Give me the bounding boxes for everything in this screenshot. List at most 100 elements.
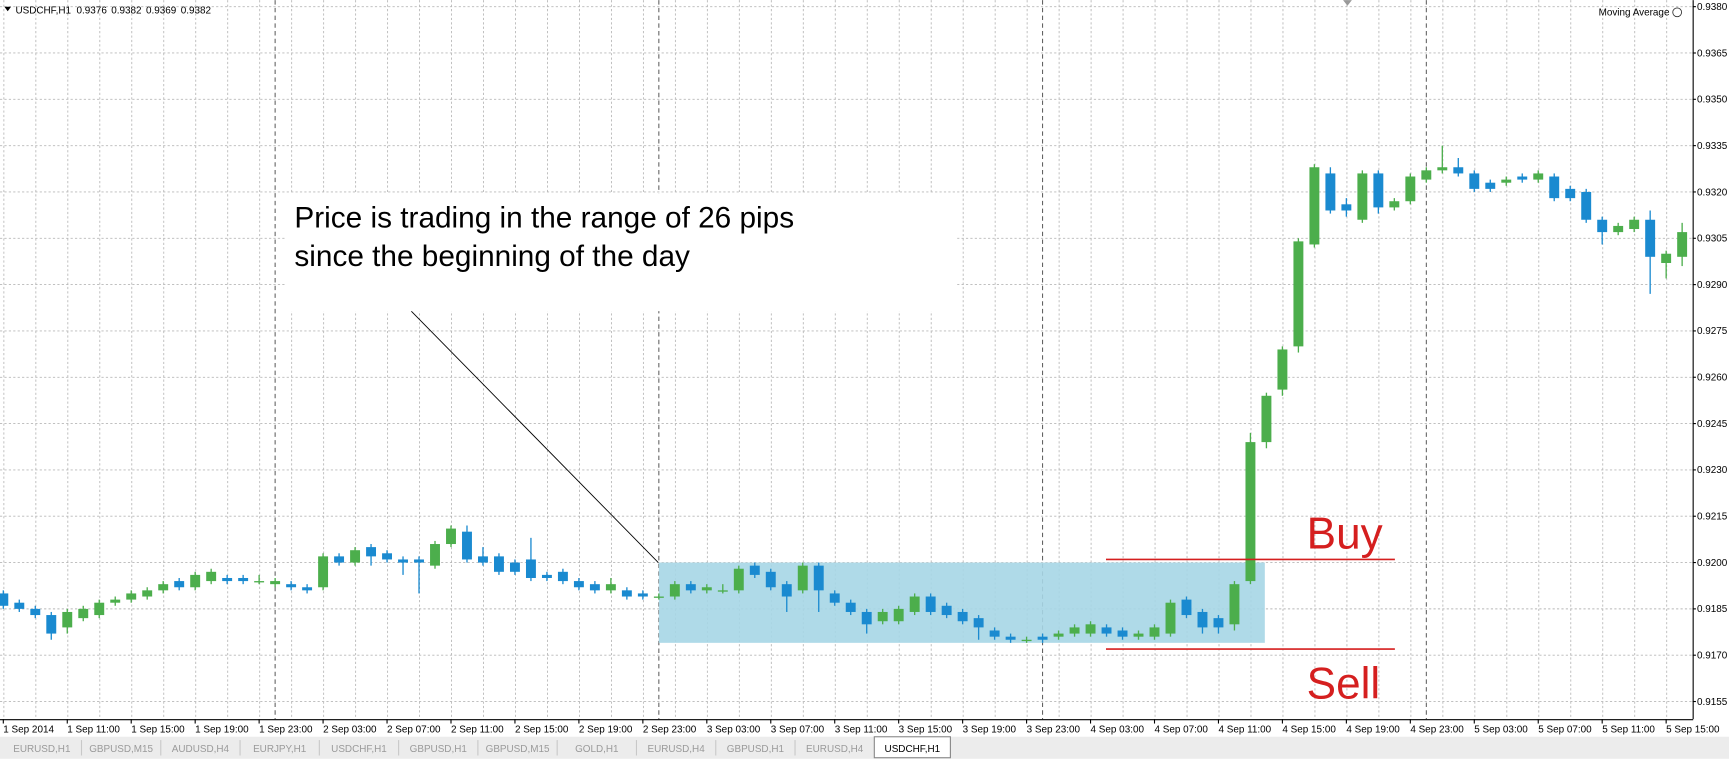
candle-body [573,581,584,588]
candle-body [1373,173,1384,208]
menu-arrow[interactable] [4,6,12,12]
tab[interactable]: USDCHF,H1 [873,736,951,759]
candle-body [1069,627,1080,634]
x-tick-label: 5 Sep 11:00 [1602,724,1655,735]
tab-label[interactable]: USDCHF,H1 [885,744,941,755]
candle-body [1133,633,1144,637]
tab[interactable]: USDCHF,H1 [318,740,387,756]
candle-body [1341,204,1352,211]
y-tick-label: 0.9230 [1697,465,1728,476]
candle-body [1245,442,1256,582]
x-tick-label: 2 Sep 23:00 [643,724,697,735]
tab[interactable]: EURUSD,H4 [794,740,864,756]
x-tick-label: 4 Sep 15:00 [1282,724,1336,735]
candle-body [174,581,185,588]
candle-body [318,556,329,588]
tab-label[interactable]: GBPUSD,H1 [410,744,468,755]
candle-body [302,587,313,591]
candle-body [1501,179,1512,183]
tab-bar [0,736,1729,759]
tab[interactable]: GOLD,H1 [556,740,619,756]
candle-body [254,581,265,583]
tab-label[interactable]: EURUSD,H4 [806,744,864,755]
candle-body [1197,611,1208,628]
candle-body [478,556,488,563]
candle-body [1565,188,1576,199]
shift-marker [1343,0,1352,6]
y-tick-label: 0.9335 [1697,141,1728,152]
candle-body [749,565,760,575]
indicator-close[interactable] [1672,7,1683,18]
x-tick-label: 2 Sep 11:00 [451,724,504,735]
candle-body [1293,241,1304,347]
tab-label[interactable]: EURJPY,H1 [253,744,307,755]
candle-body [829,593,840,603]
candle-body [701,587,712,591]
candle-body [1165,602,1176,634]
tab-active[interactable] [873,736,951,759]
y-tick-label: 0.9260 [1697,373,1728,384]
candle-body [1101,627,1112,634]
tab[interactable]: EURUSD,H1 [13,744,71,755]
tab[interactable]: GBPUSD,H1 [715,740,785,756]
candle-body [270,581,281,585]
tab-label[interactable]: EURUSD,H4 [647,744,705,755]
candle-body [525,559,536,578]
y-tick-label: 0.9215 [1697,512,1728,523]
candle-body [1437,167,1448,171]
candle-body [1645,219,1656,257]
header-value: 0.9376 [77,5,108,16]
candle-body [1405,176,1416,202]
candle-body [973,618,984,628]
levels: Buy Sell [1105,509,1395,709]
tab-label[interactable]: GBPUSD,H1 [727,744,785,755]
x-tick-label: 1 Sep 19:00 [195,724,249,735]
y-tick-label: 0.9245 [1697,419,1728,430]
candle-body [142,590,153,597]
y-tick-label: 0.9380 [1697,2,1728,13]
tab[interactable]: EURJPY,H1 [239,740,307,756]
tab[interactable]: GBPUSD,H1 [398,740,468,756]
tab[interactable]: GBPUSD,M15 [477,740,550,756]
y-tick-label: 0.9155 [1697,697,1728,708]
tab-label[interactable]: EURUSD,H1 [13,744,71,755]
tabs: EURUSD,H1 GBPUSD,M15 AUDUSD,H4 EURJPY,H1 USD… [13,736,951,759]
candle-body [1053,633,1064,637]
candle-body [1213,618,1224,628]
x-tick-label: 3 Sep 07:00 [771,724,825,735]
candle-body [1677,232,1688,257]
candle-body [46,615,57,634]
tab[interactable]: AUDUSD,H4 [160,740,230,756]
tab[interactable]: GBPUSD,M15 [80,740,154,756]
tab-label[interactable]: AUDUSD,H4 [172,744,230,755]
candle-body [541,574,552,578]
tab-label[interactable]: GBPUSD,M15 [89,744,153,755]
candle-body [430,544,440,566]
candle-body [1181,599,1192,616]
tab[interactable]: EURUSD,H4 [635,740,705,756]
x-tick-label: 3 Sep 11:00 [835,724,888,735]
y-tick-label: 0.9290 [1697,280,1728,291]
candle-body [1661,253,1672,263]
candle-body [781,584,792,597]
range-box [658,562,1265,643]
tab-label[interactable]: GOLD,H1 [575,744,619,755]
candle-body [637,593,648,597]
candle-body [717,590,728,592]
tab-label[interactable]: GBPUSD,M15 [486,744,550,755]
candle-body [190,574,201,588]
candle-body [1277,349,1288,390]
level-label: Buy [1307,509,1383,558]
chart-header: USDCHF,H1 0.9376 0.9382 0.9369 0.9382 [15,5,211,16]
candle-body [605,584,616,591]
candle-body [557,571,568,582]
candle-body [1597,219,1608,233]
candle-body [1485,182,1496,189]
tab-label[interactable]: USDCHF,H1 [331,744,387,755]
candle-body [861,611,872,625]
candle-body [893,608,904,622]
x-tick-label: 5 Sep 15:00 [1666,724,1720,735]
candle-body [462,531,472,560]
candle-body [334,556,345,563]
